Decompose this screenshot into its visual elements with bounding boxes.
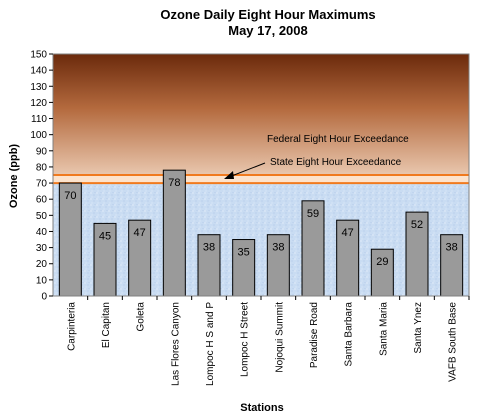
y-tick-label: 70 bbox=[36, 179, 48, 190]
below-standard-zone bbox=[53, 183, 469, 296]
bar-value-label: 78 bbox=[168, 177, 180, 189]
bar-value-label: 38 bbox=[203, 242, 215, 254]
bar-value-label: 35 bbox=[238, 247, 250, 259]
y-tick-label: 0 bbox=[41, 292, 47, 303]
y-axis-title: Ozone (ppb) bbox=[8, 144, 20, 208]
x-tick-label: Santa Barbara bbox=[344, 302, 355, 367]
x-tick-label: Lompoc H Street bbox=[240, 302, 251, 377]
y-tick-label: 140 bbox=[30, 66, 47, 77]
y-tick-label: 20 bbox=[36, 259, 48, 270]
chart-subtitle: May 17, 2008 bbox=[228, 23, 308, 38]
bar-value-label: 47 bbox=[342, 227, 354, 239]
x-tick-label: Lompoc H S and P bbox=[205, 302, 216, 386]
bar-value-label: 45 bbox=[99, 230, 111, 242]
y-tick-label: 60 bbox=[36, 195, 48, 206]
y-tick-label: 90 bbox=[36, 146, 48, 157]
state-exceedance-label: State Eight Hour Exceedance bbox=[270, 157, 402, 168]
y-tick-label: 10 bbox=[36, 275, 48, 286]
bar-value-label: 70 bbox=[64, 190, 76, 202]
x-axis-title: Stations bbox=[240, 402, 283, 414]
plot-background bbox=[53, 54, 469, 296]
y-tick-label: 40 bbox=[36, 227, 48, 238]
chart-title: Ozone Daily Eight Hour Maximums bbox=[160, 7, 375, 22]
y-tick-label: 110 bbox=[31, 114, 47, 125]
bar-value-label: 29 bbox=[376, 256, 388, 268]
bar-value-label: 38 bbox=[272, 242, 284, 254]
annotation-arrowhead bbox=[224, 171, 234, 179]
y-tick-label: 120 bbox=[30, 98, 47, 109]
x-tick-label: Goleta bbox=[136, 302, 147, 332]
federal-exceedance-label: Federal Eight Hour Exceedance bbox=[267, 134, 409, 145]
exceedance-zone bbox=[53, 54, 469, 175]
y-tick-label: 100 bbox=[30, 130, 47, 141]
x-tick-label: Santa Ynez bbox=[413, 302, 424, 354]
annotation-arrow-line bbox=[228, 162, 266, 178]
x-tick-label: Paradise Road bbox=[309, 302, 320, 368]
bar-value-label: 38 bbox=[446, 242, 458, 254]
bar-value-label: 47 bbox=[134, 227, 146, 239]
y-tick-labels: 0 10 20 30 40 50 60 70 80 90 100 110 120 130 140 150 bbox=[30, 50, 53, 303]
bars: 70 45 47 78 38 35 38 59 47 29 52 38 bbox=[58, 169, 464, 297]
y-tick-label: 130 bbox=[30, 82, 47, 93]
x-tick-label: Carpinteria bbox=[66, 302, 77, 351]
x-tick-label: Santa Maria bbox=[378, 302, 389, 356]
x-tick-label: Las Flores Canyon bbox=[170, 302, 181, 386]
exceedance-band bbox=[53, 175, 469, 184]
threshold-annotations: Federal Eight Hour Exceedance State Eight… bbox=[224, 134, 409, 179]
y-tick-label: 80 bbox=[36, 162, 48, 173]
x-tick-label: Nojoqui Summit bbox=[274, 302, 285, 373]
threshold-lines bbox=[53, 174, 469, 185]
x-tick-label: VAFB South Base bbox=[448, 302, 459, 382]
y-tick-label: 150 bbox=[30, 50, 47, 61]
x-tick-labels: Carpinteria El Capitan Goleta Las Flores Ca… bbox=[66, 296, 470, 386]
y-tick-label: 50 bbox=[36, 211, 48, 222]
bar-value-label: 52 bbox=[411, 219, 423, 231]
x-tick-label: El Capitan bbox=[101, 302, 112, 348]
bar-value-label: 59 bbox=[307, 208, 319, 220]
y-tick-label: 30 bbox=[36, 243, 48, 254]
